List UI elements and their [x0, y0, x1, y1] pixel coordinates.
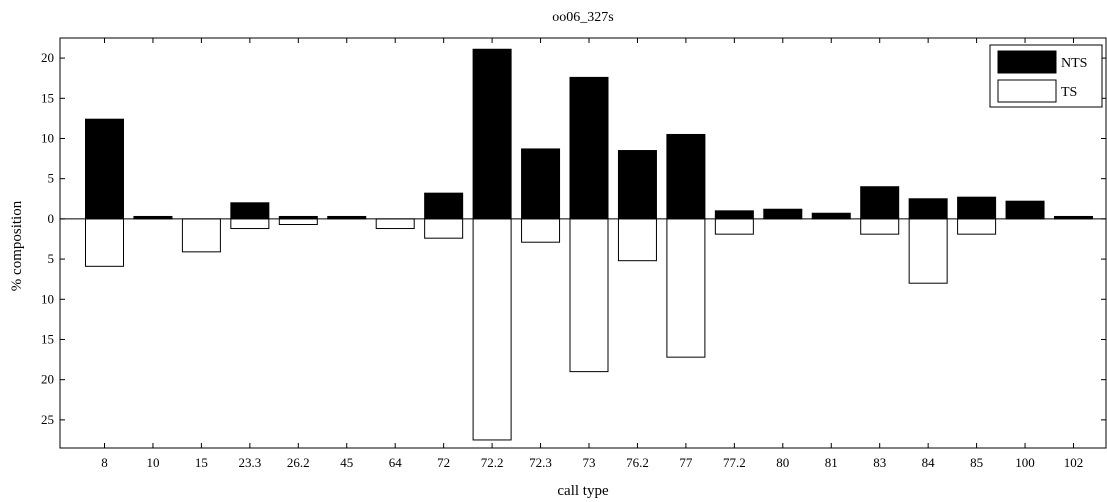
- legend-label-ts: TS: [1061, 85, 1077, 100]
- bar-nts-8: [85, 118, 124, 220]
- y-axis-label: % composition: [9, 200, 25, 291]
- y-tick-label: 20: [41, 372, 54, 387]
- x-tick-label: 26.2: [287, 455, 310, 470]
- bar-ts-72.3: [521, 218, 561, 243]
- x-tick-label: 8: [101, 455, 108, 470]
- y-tick-label: 15: [41, 331, 54, 346]
- y-tick-label: 10: [41, 130, 54, 145]
- bar-ts-73: [569, 218, 609, 373]
- x-tick-label: 77: [679, 455, 693, 470]
- y-tick-label: 5: [48, 251, 55, 266]
- x-tick-label: 64: [389, 455, 403, 470]
- x-tick-label: 85: [970, 455, 983, 470]
- x-tick-label: 45: [340, 455, 353, 470]
- bar-nts-77: [666, 133, 706, 220]
- x-tick-label: 80: [776, 455, 789, 470]
- legend-swatch-nts: [997, 50, 1057, 74]
- y-tick-label: 20: [41, 50, 54, 65]
- y-tick-label: 25: [41, 412, 54, 427]
- bar-ts-26.2: [278, 218, 318, 226]
- bar-nts-85: [957, 196, 997, 220]
- x-axis-label: call type: [557, 483, 609, 499]
- bar-ts-84: [908, 218, 948, 284]
- bar-nts-72.2: [472, 48, 512, 220]
- y-tick-label: 15: [41, 90, 54, 105]
- bar-nts-72: [424, 192, 464, 220]
- plot-frame: [59, 37, 1107, 449]
- legend: NTS TS: [989, 44, 1103, 108]
- x-tick-label: 72: [437, 455, 450, 470]
- y-axis: 20 15 10 5 0 5 10 15 20 25: [41, 50, 1106, 427]
- bar-nts-76.2: [617, 150, 657, 220]
- x-tick-label: 10: [146, 455, 159, 470]
- bar-ts-23.3: [230, 218, 270, 230]
- x-tick-label: 84: [922, 455, 936, 470]
- x-tick-label: 72.2: [481, 455, 504, 470]
- bar-ts-64: [375, 218, 415, 230]
- bar-nts-77.2: [714, 210, 754, 220]
- bar-nts-84: [908, 198, 948, 220]
- bar-ts-72: [424, 218, 464, 239]
- x-tick-label: 81: [825, 455, 838, 470]
- bar-nts-100: [1005, 200, 1045, 220]
- bar-nts-72.3: [521, 148, 561, 220]
- y-tick-label: 10: [41, 291, 54, 306]
- bars-group: [85, 48, 1093, 441]
- legend-label-nts: NTS: [1061, 56, 1087, 71]
- x-tick-label: 102: [1064, 455, 1084, 470]
- chart-title: oo06_327s: [552, 10, 613, 25]
- bar-ts-8: [85, 218, 124, 267]
- bar-ts-77.2: [714, 218, 754, 235]
- y-tick-label: 5: [48, 171, 55, 186]
- bar-ts-76.2: [617, 218, 657, 262]
- x-tick-label: 72.3: [529, 455, 552, 470]
- bar-ts-85: [957, 218, 997, 235]
- y-tick-label: 0: [48, 211, 55, 226]
- bar-ts-72.2: [472, 218, 512, 441]
- legend-swatch-ts: [997, 79, 1057, 103]
- bar-ts-83: [860, 218, 900, 235]
- bar-nts-80: [763, 208, 803, 220]
- x-tick-label: 23.3: [238, 455, 261, 470]
- bar-nts-83: [860, 186, 900, 220]
- bar-nts-73: [569, 76, 609, 220]
- x-tick-label: 73: [583, 455, 596, 470]
- bar-ts-77: [666, 218, 706, 358]
- bar-ts-15: [181, 218, 221, 253]
- bar-nts-81: [811, 212, 851, 220]
- x-tick-label: 76.2: [626, 455, 649, 470]
- x-tick-label: 100: [1015, 455, 1035, 470]
- x-tick-label: 15: [195, 455, 208, 470]
- x-tick-label: 83: [873, 455, 886, 470]
- bar-nts-23.3: [230, 202, 270, 220]
- x-axis: 8 10 15 23.3 26.2 45 64 72 72.2 72.3 73 76.2 77 77.2 8…: [101, 38, 1083, 470]
- x-tick-label: 77.2: [723, 455, 746, 470]
